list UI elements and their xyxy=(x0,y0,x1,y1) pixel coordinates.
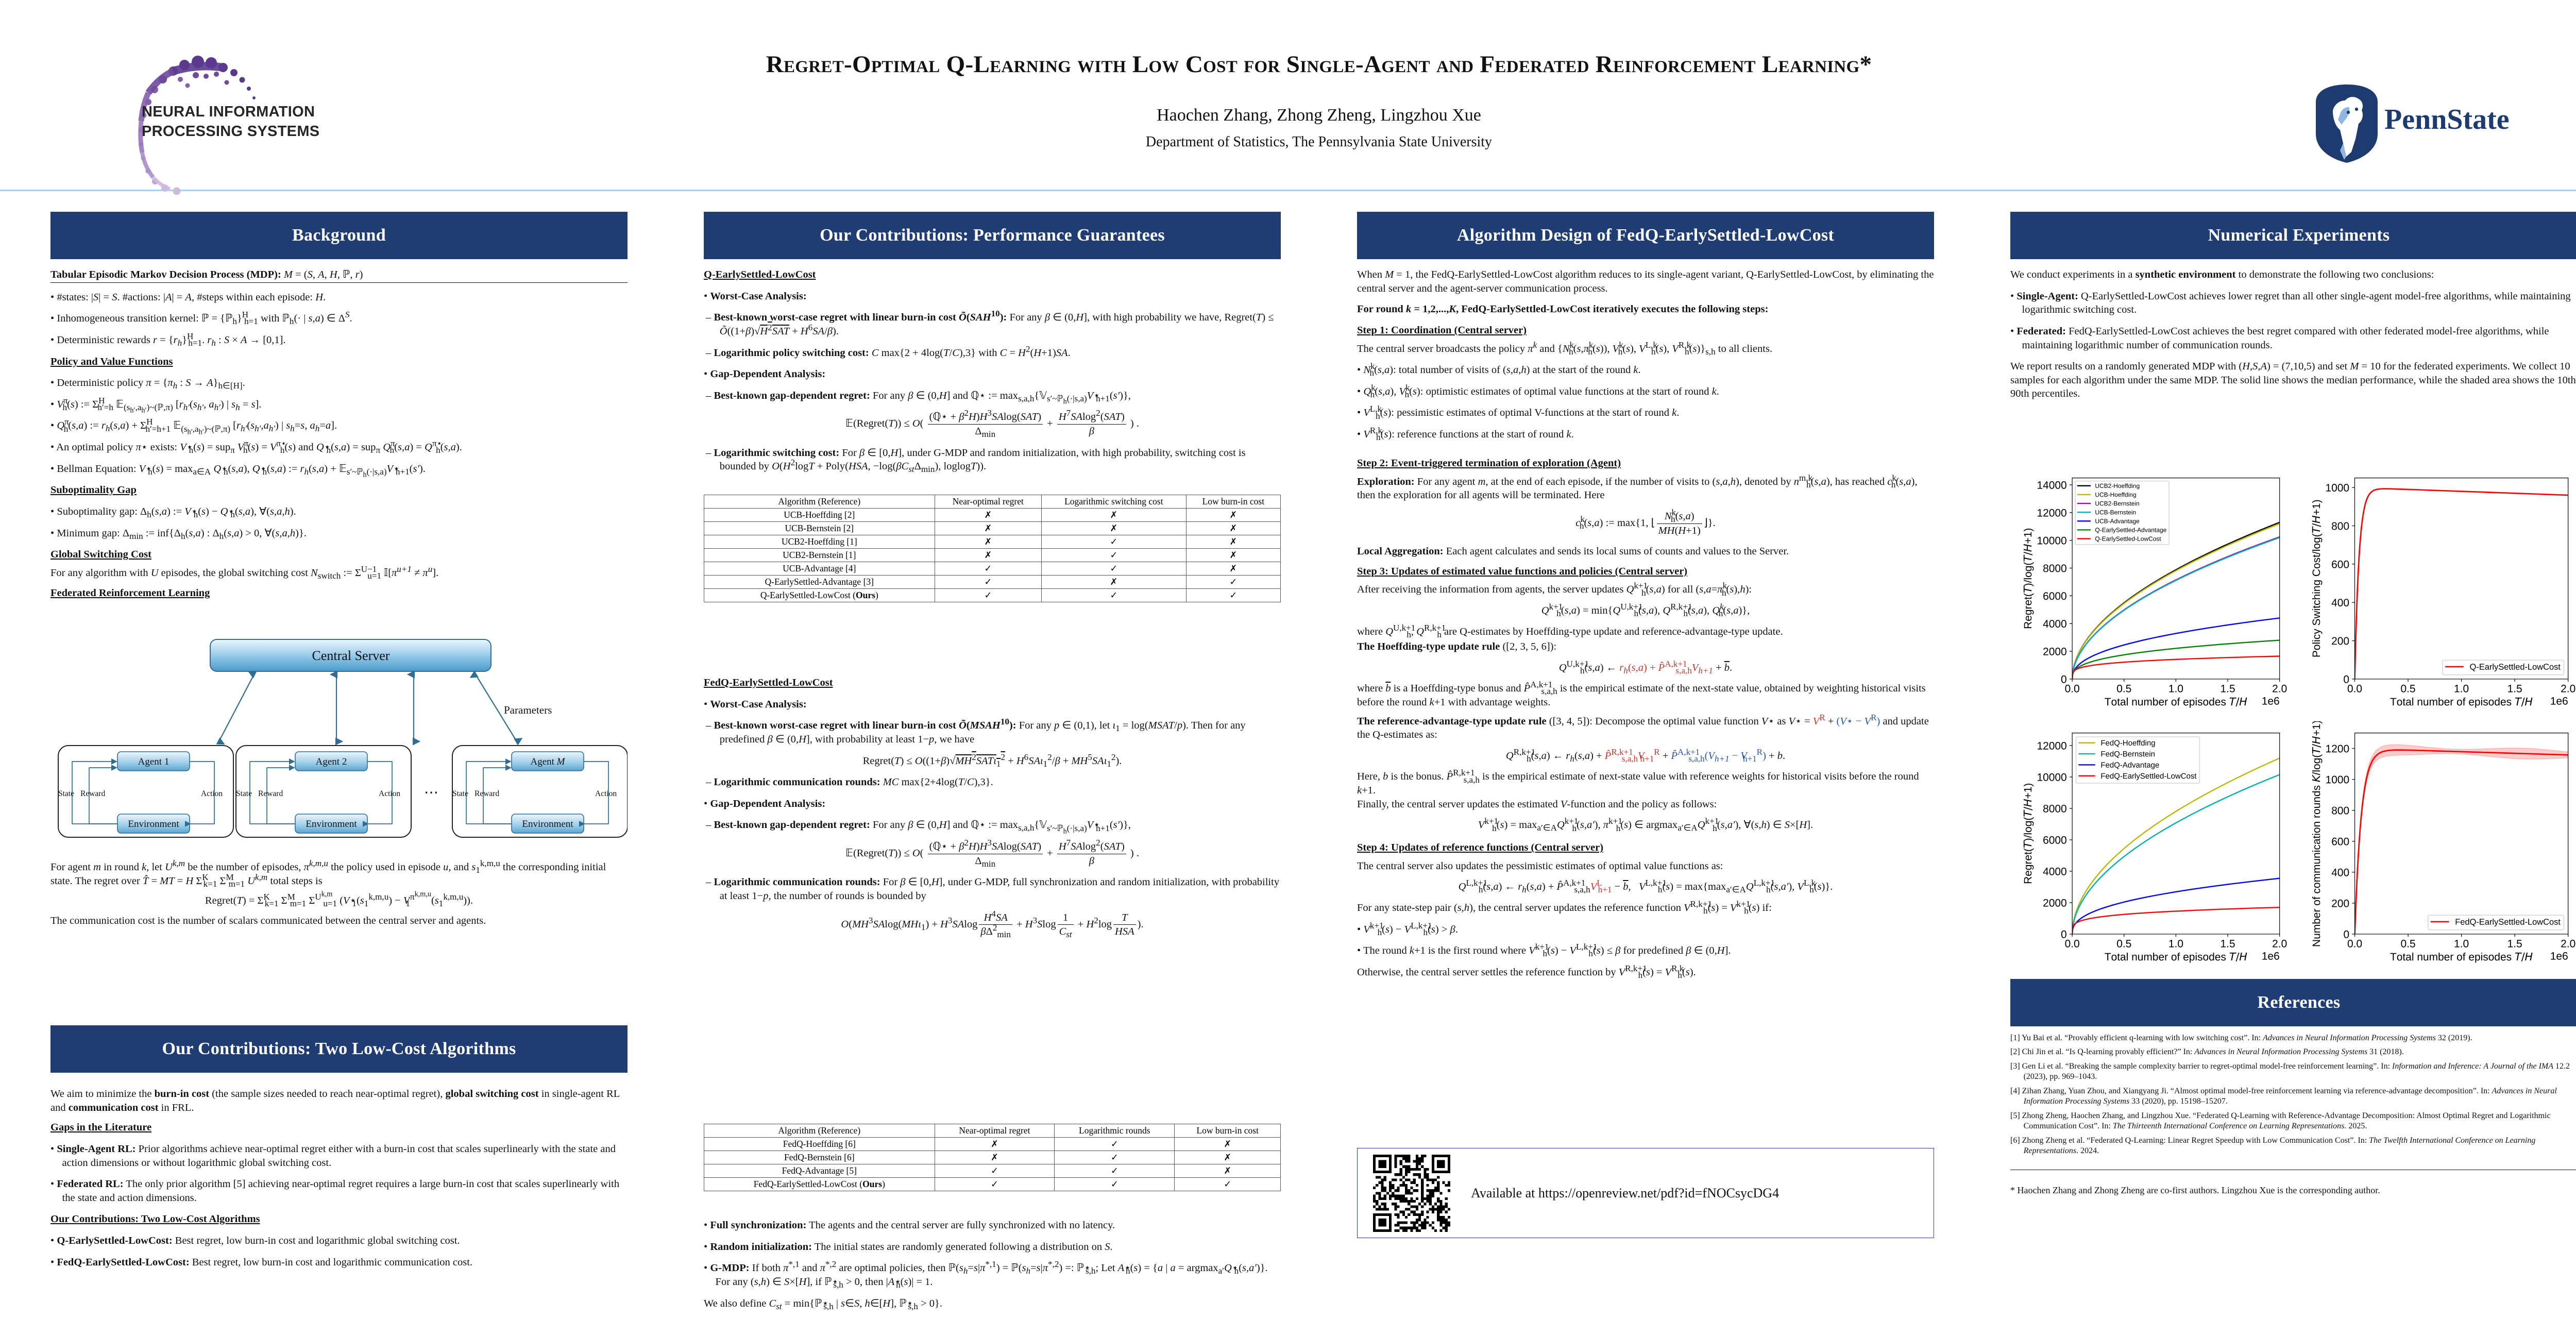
svg-text:Central Server: Central Server xyxy=(312,648,390,663)
svg-text:Agent 2: Agent 2 xyxy=(316,756,347,767)
svg-text:⋯: ⋯ xyxy=(424,785,438,801)
svg-text:Environment: Environment xyxy=(128,819,179,830)
svg-text:Reward: Reward xyxy=(258,789,283,798)
svg-text:Agent 1: Agent 1 xyxy=(138,756,170,767)
svg-text:Reward: Reward xyxy=(474,789,499,798)
svg-text:Parameters: Parameters xyxy=(504,704,552,716)
svg-text:Environment: Environment xyxy=(306,819,357,830)
svg-text:Action: Action xyxy=(201,789,223,798)
svg-text:State: State xyxy=(452,789,468,798)
svg-text:State: State xyxy=(236,789,252,798)
svg-text:Action: Action xyxy=(595,789,617,798)
svg-text:Environment: Environment xyxy=(522,819,573,830)
svg-text:Agent M: Agent M xyxy=(530,756,565,767)
svg-text:State: State xyxy=(58,789,74,798)
svg-text:Reward: Reward xyxy=(80,789,105,798)
svg-text:Action: Action xyxy=(379,789,400,798)
